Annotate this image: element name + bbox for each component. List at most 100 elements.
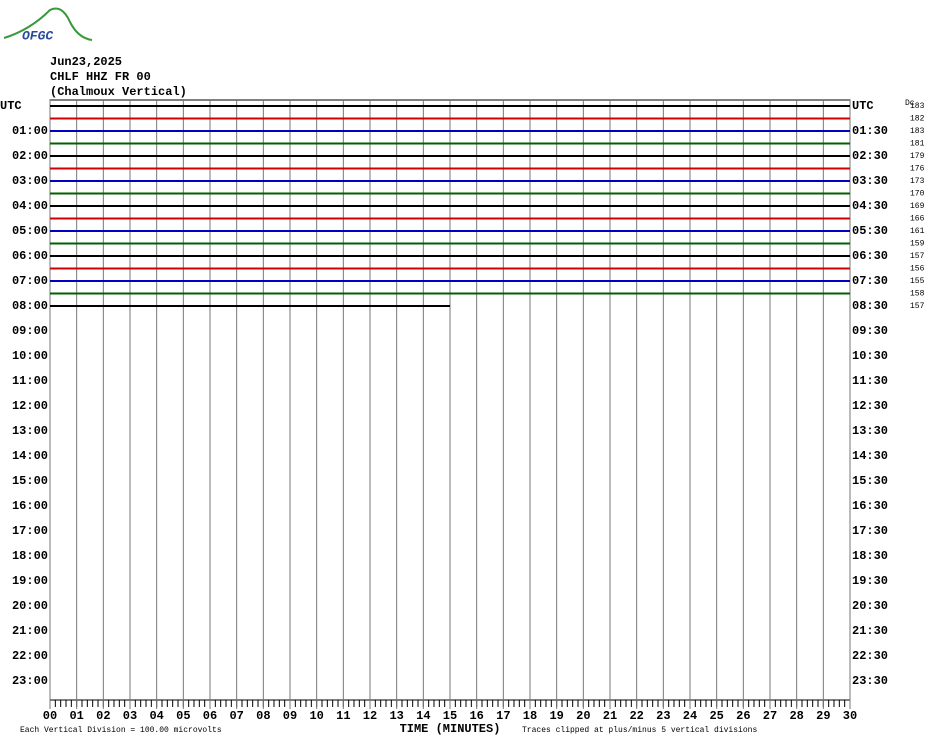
left-label: 16:00: [12, 499, 48, 513]
x-tick-label: 18: [523, 709, 537, 723]
x-tick-label: 29: [816, 709, 830, 723]
dc-value: 182: [910, 115, 925, 124]
left-label: 07:00: [12, 274, 48, 288]
right-label: 11:30: [852, 374, 888, 388]
note: Each Vertical Division = 100.00 microvol…: [20, 726, 222, 735]
x-tick-label: 00: [43, 709, 57, 723]
right-label: 19:30: [852, 574, 888, 588]
title-line: (Chalmoux Vertical): [50, 85, 187, 99]
left-label: 19:00: [12, 574, 48, 588]
left-label: 22:00: [12, 649, 48, 663]
x-tick-label: 04: [149, 709, 163, 723]
left-label: 01:00: [12, 124, 48, 138]
x-tick-label: 05: [176, 709, 190, 723]
left-label: 15:00: [12, 474, 48, 488]
right-label: 17:30: [852, 524, 888, 538]
x-tick-label: 14: [416, 709, 430, 723]
x-axis-label: TIME (MINUTES): [400, 722, 501, 736]
left-label: 21:00: [12, 624, 48, 638]
x-tick-label: 08: [256, 709, 270, 723]
dc-value: 156: [910, 265, 925, 274]
x-tick-label: 03: [123, 709, 137, 723]
dc-value: 183: [910, 102, 925, 111]
right-label: 03:30: [852, 174, 888, 188]
left-label: 10:00: [12, 349, 48, 363]
right-label: 13:30: [852, 424, 888, 438]
left-label: 13:00: [12, 424, 48, 438]
dc-value: 183: [910, 127, 925, 136]
right-label: 01:30: [852, 124, 888, 138]
right-label: 07:30: [852, 274, 888, 288]
right-label: 06:30: [852, 249, 888, 263]
x-tick-label: 12: [363, 709, 377, 723]
x-tick-label: 17: [496, 709, 510, 723]
note: Traces clipped at plus/minus 5 vertical …: [522, 726, 757, 735]
left-label: 04:00: [12, 199, 48, 213]
right-label: 08:30: [852, 299, 888, 313]
right-label: 05:30: [852, 224, 888, 238]
x-tick-label: 23: [656, 709, 670, 723]
right-label: 14:30: [852, 449, 888, 463]
x-tick-label: 11: [336, 709, 350, 723]
right-label: 16:30: [852, 499, 888, 513]
x-tick-label: 16: [469, 709, 483, 723]
x-tick-label: 13: [389, 709, 403, 723]
x-tick-label: 07: [229, 709, 243, 723]
left-label: 17:00: [12, 524, 48, 538]
x-tick-label: 22: [629, 709, 643, 723]
right-label: 10:30: [852, 349, 888, 363]
x-tick-label: 28: [789, 709, 803, 723]
dc-value: 161: [910, 227, 925, 236]
dc-value: 169: [910, 202, 925, 211]
right-label: 22:30: [852, 649, 888, 663]
right-label: 02:30: [852, 149, 888, 163]
dc-value: 173: [910, 177, 925, 186]
dc-value: 158: [910, 290, 925, 299]
x-tick-label: 26: [736, 709, 750, 723]
x-tick-label: 24: [683, 709, 697, 723]
dc-value: 159: [910, 240, 925, 249]
left-label: 23:00: [12, 674, 48, 688]
dc-value: 170: [910, 190, 925, 199]
x-tick-label: 19: [549, 709, 563, 723]
x-tick-label: 20: [576, 709, 590, 723]
dc-value: 157: [910, 302, 925, 311]
logo: OFGC: [22, 28, 53, 43]
dc-label: Dc: [905, 99, 915, 108]
left-label: 05:00: [12, 224, 48, 238]
dc-value: 176: [910, 165, 925, 174]
right-label: 15:30: [852, 474, 888, 488]
dc-value: 179: [910, 152, 925, 161]
title-line: Jun23,2025: [50, 55, 122, 69]
left-label: 03:00: [12, 174, 48, 188]
title-line: CHLF HHZ FR 00: [50, 70, 151, 84]
x-tick-label: 01: [69, 709, 83, 723]
dc-value: 155: [910, 277, 925, 286]
x-tick-label: 10: [309, 709, 323, 723]
x-tick-label: 21: [603, 709, 617, 723]
logo-mark: [3, 7, 93, 41]
left-label: 18:00: [12, 549, 48, 563]
left-label: 11:00: [12, 374, 48, 388]
x-tick-label: 30: [843, 709, 857, 723]
dc-value: 181: [910, 140, 925, 149]
left-label: 12:00: [12, 399, 48, 413]
left-label: 02:00: [12, 149, 48, 163]
right-label: 23:30: [852, 674, 888, 688]
x-tick-label: 27: [763, 709, 777, 723]
x-tick-label: 02: [96, 709, 110, 723]
right-label: 20:30: [852, 599, 888, 613]
left-label: 09:00: [12, 324, 48, 338]
right-label: 09:30: [852, 324, 888, 338]
x-tick-label: 15: [443, 709, 457, 723]
right-label: 18:30: [852, 549, 888, 563]
right-label: 04:30: [852, 199, 888, 213]
left-label: UTC: [0, 99, 22, 113]
right-label: 12:30: [852, 399, 888, 413]
left-label: 08:00: [12, 299, 48, 313]
left-label: 14:00: [12, 449, 48, 463]
dc-value: 157: [910, 252, 925, 261]
x-tick-label: 25: [709, 709, 723, 723]
x-tick-label: 06: [203, 709, 217, 723]
